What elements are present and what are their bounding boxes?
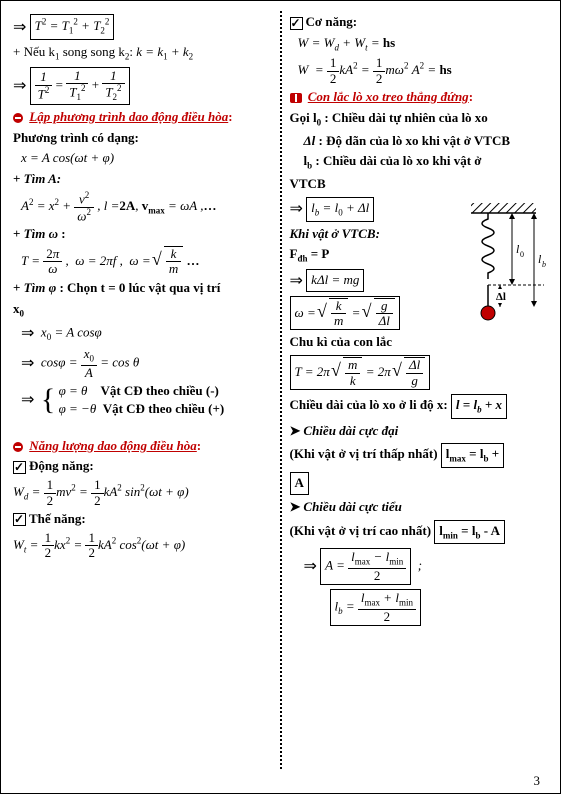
checkbox-icon [13, 461, 26, 474]
text-line: lb : Chiều dài của lò xo khi vật ở [290, 152, 549, 173]
text-line: Cơ năng: [290, 13, 549, 32]
text-line: (Khi vật ở vị trí cao nhất) lmin = lb - … [290, 519, 549, 546]
text-line: Thế năng: [13, 510, 272, 529]
bullet-icon [13, 113, 23, 123]
formula: Wd = 12mv2 = 12kA2 sin2(ωt + φ) [13, 478, 272, 508]
book-icon [290, 93, 302, 103]
heading: Lập phương trình dao động điều hòa: [13, 108, 272, 127]
formula: lb = lmax + lmin2 [290, 588, 549, 627]
boxed-formula: lmin = lb - A [434, 520, 505, 545]
formula: A2 = x2 + v2ω2 , l =2A, vmax = ωA ,… [13, 191, 272, 223]
boxed-formula: lb = lmax + lmin2 [330, 589, 421, 626]
eq: ⇒ T2 = T12 + T22 [13, 13, 272, 41]
spring-diagram: l 0 l b Δl [456, 203, 546, 333]
heading: Con lắc lò xo treo thẳng đứng: [290, 88, 549, 107]
boxed-formula: 1T2 = 1T12 + 1T22 [30, 67, 130, 105]
formula: T = 2πω , ω = 2πf , ω = km … [13, 246, 272, 277]
boxed-formula: lb = l0 + Δl [306, 197, 374, 222]
heading-text: Lập phương trình dao động điều hòa [29, 109, 228, 124]
formula: x = A cos(ωt + φ) [13, 149, 272, 168]
left-column: ⇒ T2 = T12 + T22 + Nếu k1 song song k2: … [13, 11, 272, 769]
text-line: + Tìm ω : [13, 225, 272, 244]
text-line: ➤Chiều dài cực đại [290, 422, 549, 441]
checkbox-icon [13, 513, 26, 526]
boxed-formula: T2 = T12 + T22 [30, 14, 115, 40]
heading-text: Năng lượng dao động điều hòa [29, 438, 197, 453]
svg-text:b: b [542, 260, 546, 269]
boxed-formula: l = lb + x [451, 394, 507, 419]
heading: Năng lượng dao động điều hòa: [13, 437, 272, 456]
text-line: Chiều dài của lò xo ở li độ x: l = lb + … [290, 393, 549, 420]
formula: ⇒ cosφ = x0A = cos θ [13, 347, 272, 380]
text-line: + Tìm A: [13, 170, 272, 189]
svg-text:0: 0 [520, 250, 524, 259]
text-line: x0 [13, 300, 272, 321]
text-line: (Khi vật ở vị trí thấp nhất) lmax = lb + [290, 442, 549, 469]
text-line: Động năng: [13, 457, 272, 476]
boxed-formula: T = 2π mk = 2π Δlg [290, 355, 431, 390]
text-line: + Tìm φ : Chọn t = 0 lúc vật qua vị trí [13, 279, 272, 298]
eq: ⇒ 1T2 = 1T12 + 1T22 [13, 66, 272, 106]
text-line: ➤Chiều dài cực tiểu [290, 498, 549, 517]
formula: T = 2π mk = 2π Δlg [290, 354, 549, 391]
formula: ⇒ x0 = A cosφ [13, 322, 272, 345]
heading-text: Con lắc lò xo treo thẳng đứng [308, 89, 469, 104]
formula: ⇒ A = lmax − lmin2 ; [290, 547, 549, 586]
text-line: Chu kì của con lắc [290, 333, 549, 352]
column-divider [280, 11, 282, 769]
svg-text:Δl: Δl [496, 291, 506, 303]
boxed-formula: lmax = lb + [441, 443, 504, 468]
boxed-formula: A [290, 472, 309, 495]
formula: Wt = 12kx2 = 12kA2 cos2(ωt + φ) [13, 531, 272, 561]
text-line: A [290, 471, 549, 496]
text-line: VTCB [290, 175, 549, 194]
boxed-formula: A = lmax − lmin2 [320, 548, 411, 585]
formula-case: ⇒ { φ = θ Vật CĐ theo chiều (-) φ = −θ V… [13, 382, 272, 418]
text-line: + Nếu k1 song song k2: k = k1 + k2 [13, 43, 272, 64]
text-line: Gọi l0 : Chiều dài tự nhiên của lò xo [290, 109, 549, 130]
page-number: 3 [534, 773, 541, 789]
text-line: Phương trình có dạng: [13, 129, 272, 148]
formula: W = Wd + Wt = hs [290, 34, 549, 55]
boxed-formula: kΔl = mg [306, 269, 364, 292]
formula: k = k1 + k2 [136, 44, 193, 59]
bullet-icon [13, 442, 23, 452]
text-line: Δl : Độ dãn của lò xo khi vật ở VTCB [290, 132, 549, 151]
boxed-formula: ω = km = gΔl [290, 296, 400, 331]
formula: W = 12kA2 = 12mω2 A2 = hs [290, 56, 549, 86]
right-column: Cơ năng: W = Wd + Wt = hs W = 12kA2 = 12… [290, 11, 549, 769]
checkbox-icon [290, 17, 303, 30]
